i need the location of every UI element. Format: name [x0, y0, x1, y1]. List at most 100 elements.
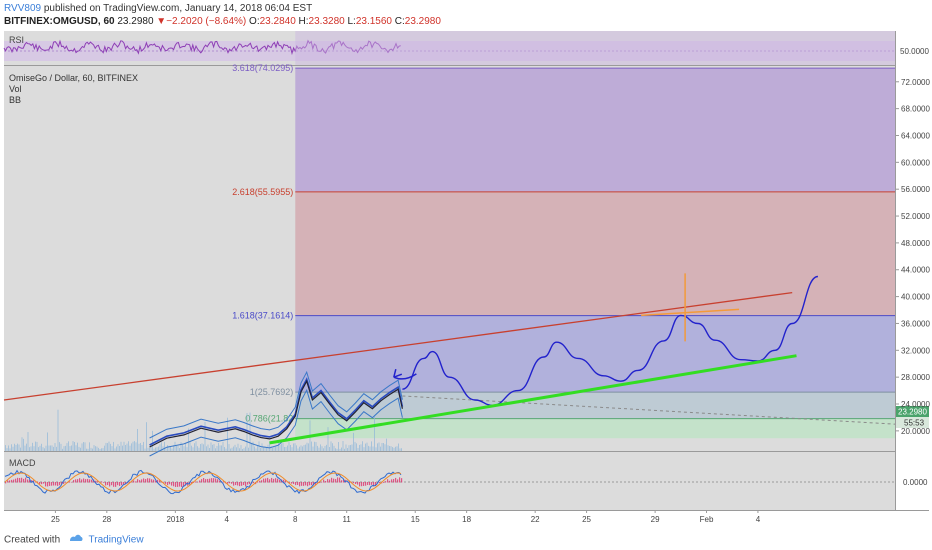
volume-bar	[131, 443, 132, 451]
volume-bar	[75, 445, 77, 451]
macd-histogram-bar	[49, 482, 51, 486]
volume-bar	[89, 442, 90, 451]
symbol-name[interactable]: BITFINEX:OMGUSD, 60	[4, 16, 115, 27]
volume-bar	[149, 447, 150, 451]
macd-histogram-bar	[319, 482, 321, 484]
macd-histogram-bar	[171, 482, 173, 486]
volume-bar	[270, 446, 272, 451]
macd-histogram-bar	[163, 481, 165, 483]
fib-zone-2	[295, 315, 895, 393]
volume-bar	[107, 443, 108, 451]
macd-histogram-bar	[71, 481, 73, 483]
volume-bar	[236, 447, 237, 451]
volume-bar	[102, 448, 104, 451]
price-axis[interactable]	[895, 31, 929, 510]
macd-histogram-bar	[397, 479, 399, 483]
macd-histogram-bar	[97, 481, 99, 483]
volume-bar	[174, 441, 176, 451]
volume-bar	[252, 441, 254, 451]
volume-bar	[287, 445, 288, 451]
last-price-tag-text: 23.2980	[898, 408, 927, 417]
macd-histogram-bar	[39, 482, 41, 485]
macd-histogram-bar	[27, 479, 29, 483]
macd-histogram-bar	[275, 478, 277, 483]
volume-bar	[228, 444, 230, 451]
macd-histogram-bar	[95, 480, 97, 483]
macd-histogram-bar	[391, 479, 393, 483]
macd-histogram-bar	[335, 479, 337, 483]
macd-histogram-bar	[119, 482, 121, 486]
volume-bar	[320, 444, 321, 451]
macd-histogram-bar	[249, 482, 251, 484]
macd-histogram-bar	[395, 477, 397, 483]
close-value: 23.2980	[404, 16, 441, 27]
macd-histogram-bar	[333, 478, 335, 483]
y-tick-label: 40.0000	[901, 293, 930, 302]
projection-path	[402, 275, 819, 407]
macd-histogram-bar	[53, 482, 55, 486]
volume-bar	[330, 441, 332, 451]
volume-bar	[134, 441, 135, 451]
macd-histogram-bar	[57, 482, 59, 486]
y-tick-label: 72.0000	[901, 78, 930, 87]
volume-bar	[39, 445, 41, 451]
volume-bar	[192, 447, 194, 451]
volume-bar	[381, 442, 383, 451]
bollinger-basis	[149, 377, 404, 446]
macd-histogram-bar	[401, 478, 403, 483]
low-label: L:	[347, 16, 356, 27]
x-tick-label: 25	[582, 515, 591, 524]
macd-histogram-bar	[59, 482, 61, 486]
volume-bar	[299, 446, 300, 451]
x-tick-label: 28	[102, 515, 111, 524]
volume-bar	[179, 447, 180, 451]
volume-bar	[237, 443, 239, 451]
volume-bar	[312, 446, 314, 451]
volume-bar	[114, 448, 116, 451]
volume-bar	[168, 445, 170, 451]
price-line	[149, 379, 403, 448]
macd-histogram-bar	[245, 482, 247, 487]
volume-bar	[359, 444, 360, 451]
macd-histogram-bar	[399, 477, 401, 483]
volume-bar	[335, 448, 336, 451]
macd-histogram-bar	[79, 478, 81, 483]
volume-bar	[212, 444, 213, 451]
macd-histogram-bar	[199, 480, 201, 483]
volume-bar	[113, 441, 114, 451]
open-value: 23.2840	[259, 16, 296, 27]
volume-bar	[47, 432, 48, 451]
volume-bar	[173, 445, 174, 451]
macd-histogram-bar	[209, 478, 211, 483]
fib-label-4: 0.786(21.82	[245, 414, 293, 424]
countdown-tag	[896, 417, 929, 428]
macd-histogram-bar	[195, 481, 197, 483]
volume-bar	[207, 444, 209, 451]
volume-bar	[78, 446, 80, 451]
volume-bar	[191, 445, 192, 451]
volume-bar	[338, 442, 339, 451]
legend-bollinger: BB	[9, 95, 21, 105]
macd-histogram-bar	[241, 482, 243, 486]
volume-bar	[123, 441, 125, 451]
tradingview-brand[interactable]: TradingView	[88, 534, 144, 546]
volume-bar	[69, 446, 71, 451]
volume-bar	[200, 444, 201, 451]
volume-bar	[360, 444, 362, 451]
volume-bar	[275, 446, 276, 451]
volume-bar	[345, 444, 347, 451]
macd-histogram-bar	[385, 481, 387, 483]
macd-histogram-bar	[9, 480, 11, 483]
macd-histogram-bar	[69, 481, 71, 483]
author-link[interactable]: RVV809	[4, 3, 42, 14]
volume-bar	[344, 448, 345, 451]
volume-bar	[98, 447, 99, 451]
volume-bar	[57, 409, 59, 451]
volume-bar	[129, 445, 131, 451]
volume-bar	[281, 443, 282, 451]
macd-histogram-bar	[269, 479, 271, 483]
bollinger-upper	[149, 370, 403, 439]
volume-bar	[395, 446, 396, 451]
volume-bar	[95, 446, 96, 451]
